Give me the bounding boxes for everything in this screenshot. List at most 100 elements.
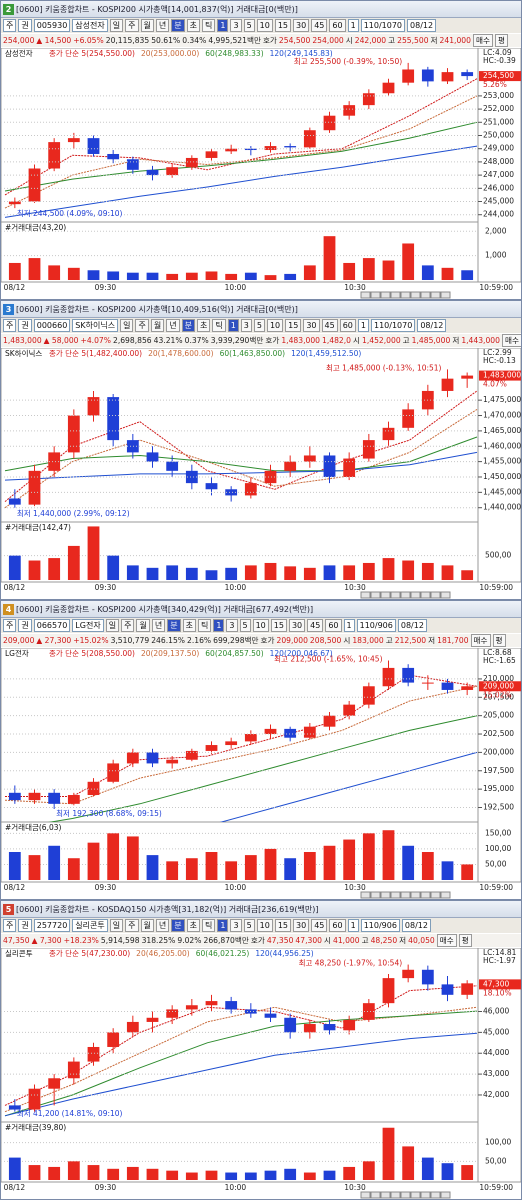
period-button[interactable]: 일 [105, 619, 120, 632]
trade-button[interactable]: 매수 [436, 934, 457, 947]
type-select[interactable]: 권 [18, 19, 32, 32]
interval-button[interactable]: 60 [325, 619, 342, 632]
period-button[interactable]: 초 [186, 19, 200, 32]
code-input[interactable]: 257720 [33, 919, 71, 932]
interval-button[interactable]: 15 [285, 319, 302, 332]
period-button[interactable]: 년 [155, 19, 170, 32]
interval-button[interactable]: 5 [243, 19, 255, 32]
interval-button[interactable]: 1 [213, 619, 225, 632]
quote-field: 0.37% [184, 336, 209, 345]
stock-name[interactable]: SK하이닉스 [72, 319, 119, 332]
period-button[interactable]: 년 [166, 319, 180, 332]
period-button[interactable]: 초 [182, 619, 196, 632]
chart-window: 4 [0600] 키움종합차트 - KOSPI200 시가총액[340,429(억… [0, 600, 522, 900]
period-button[interactable]: 일 [120, 319, 134, 332]
stock-name[interactable]: 실리콘투 [72, 919, 108, 932]
stock-name[interactable]: LG전자 [72, 619, 104, 632]
stock-name[interactable]: 삼성전자 [72, 19, 108, 32]
period-button[interactable]: 일 [109, 919, 124, 932]
interval-button[interactable]: 30 [303, 319, 320, 332]
trade-button[interactable]: 매수 [501, 334, 521, 347]
interval-button[interactable]: 45 [311, 919, 328, 932]
interval-button[interactable]: 30 [293, 19, 310, 32]
period-button[interactable]: 분 [171, 19, 185, 32]
code-input[interactable]: 066570 [33, 619, 71, 632]
interval-button[interactable]: 15 [274, 19, 292, 32]
interval-button[interactable]: 5 [243, 919, 255, 932]
interval-button[interactable]: 45 [311, 19, 328, 32]
period-button[interactable]: 월 [140, 919, 154, 932]
range-field[interactable]: 110/906 [356, 619, 396, 632]
mode-select[interactable]: 주 [3, 319, 17, 332]
period-button[interactable]: 일 [109, 19, 124, 32]
period-button[interactable]: 틱 [202, 919, 216, 932]
date-field[interactable]: 08/12 [407, 19, 437, 32]
date-field[interactable]: 08/12 [417, 319, 447, 332]
mode-select[interactable]: 주 [3, 619, 17, 632]
count-field[interactable]: 1 [357, 319, 369, 332]
interval-button[interactable]: 10 [266, 319, 284, 332]
interval-button[interactable]: 15 [274, 919, 292, 932]
period-button[interactable]: 틱 [202, 19, 216, 32]
code-input[interactable]: 005930 [33, 19, 71, 32]
period-button[interactable]: 주 [121, 619, 135, 632]
type-select[interactable]: 권 [18, 319, 32, 332]
range-field[interactable]: 110/1070 [371, 319, 416, 332]
interval-button[interactable]: 1 [217, 919, 229, 932]
interval-button[interactable]: 60 [339, 319, 356, 332]
interval-button[interactable]: 3 [230, 919, 242, 932]
range-field[interactable]: 110/1070 [360, 19, 406, 32]
interval-button[interactable]: 5 [239, 619, 251, 632]
interval-button[interactable]: 10 [252, 619, 269, 632]
period-button[interactable]: 월 [140, 19, 154, 32]
trade-button[interactable]: 평 [494, 34, 508, 47]
period-button[interactable]: 분 [181, 319, 195, 332]
trade-button[interactable]: 매수 [470, 634, 491, 647]
interval-button[interactable]: 3 [230, 19, 242, 32]
date-field[interactable]: 08/12 [397, 619, 427, 632]
type-select[interactable]: 권 [18, 619, 32, 632]
interval-button[interactable]: 1 [217, 19, 229, 32]
interval-button[interactable]: 10 [256, 19, 273, 32]
period-button[interactable]: 분 [167, 619, 181, 632]
interval-button[interactable]: 45 [307, 619, 324, 632]
interval-button[interactable]: 45 [321, 319, 338, 332]
count-field[interactable]: 1 [347, 19, 359, 32]
mode-select[interactable]: 주 [3, 19, 17, 32]
period-button[interactable]: 주 [125, 19, 139, 32]
period-button[interactable]: 년 [155, 919, 170, 932]
period-button[interactable]: 월 [150, 319, 165, 332]
trade-button[interactable]: 평 [492, 634, 506, 647]
interval-button[interactable]: 15 [270, 619, 287, 632]
period-button[interactable]: 틱 [212, 319, 226, 332]
volume-bar [441, 267, 454, 280]
trade-button[interactable]: 매수 [472, 34, 493, 47]
period-button[interactable]: 틱 [197, 619, 212, 632]
interval-button[interactable]: 30 [293, 919, 310, 932]
period-button[interactable]: 분 [171, 919, 185, 932]
interval-button[interactable]: 3 [240, 319, 252, 332]
date-field[interactable]: 08/12 [401, 919, 431, 932]
mode-select[interactable]: 주 [3, 919, 17, 932]
interval-button[interactable]: 1 [227, 319, 239, 332]
period-button[interactable]: 년 [151, 619, 166, 632]
period-button[interactable]: 초 [196, 319, 211, 332]
interval-button[interactable]: 10 [256, 919, 273, 932]
type-select[interactable]: 권 [18, 919, 32, 932]
code-input[interactable]: 000660 [33, 319, 71, 332]
period-button[interactable]: 주 [135, 319, 149, 332]
period-button[interactable]: 월 [136, 619, 150, 632]
trade-button[interactable]: 평 [458, 934, 472, 947]
range-field[interactable]: 110/906 [360, 919, 400, 932]
interval-button[interactable]: 3 [226, 619, 238, 632]
count-field[interactable]: 1 [343, 619, 355, 632]
legend-entry: 120(44,956.25) [255, 949, 313, 958]
interval-button[interactable]: 60 [329, 919, 346, 932]
interval-button[interactable]: 30 [288, 619, 306, 632]
quote-field: 저 [452, 336, 460, 345]
interval-button[interactable]: 60 [329, 19, 346, 32]
count-field[interactable]: 1 [347, 919, 359, 932]
period-button[interactable]: 주 [125, 919, 139, 932]
interval-button[interactable]: 5 [253, 319, 265, 332]
period-button[interactable]: 초 [186, 919, 200, 932]
